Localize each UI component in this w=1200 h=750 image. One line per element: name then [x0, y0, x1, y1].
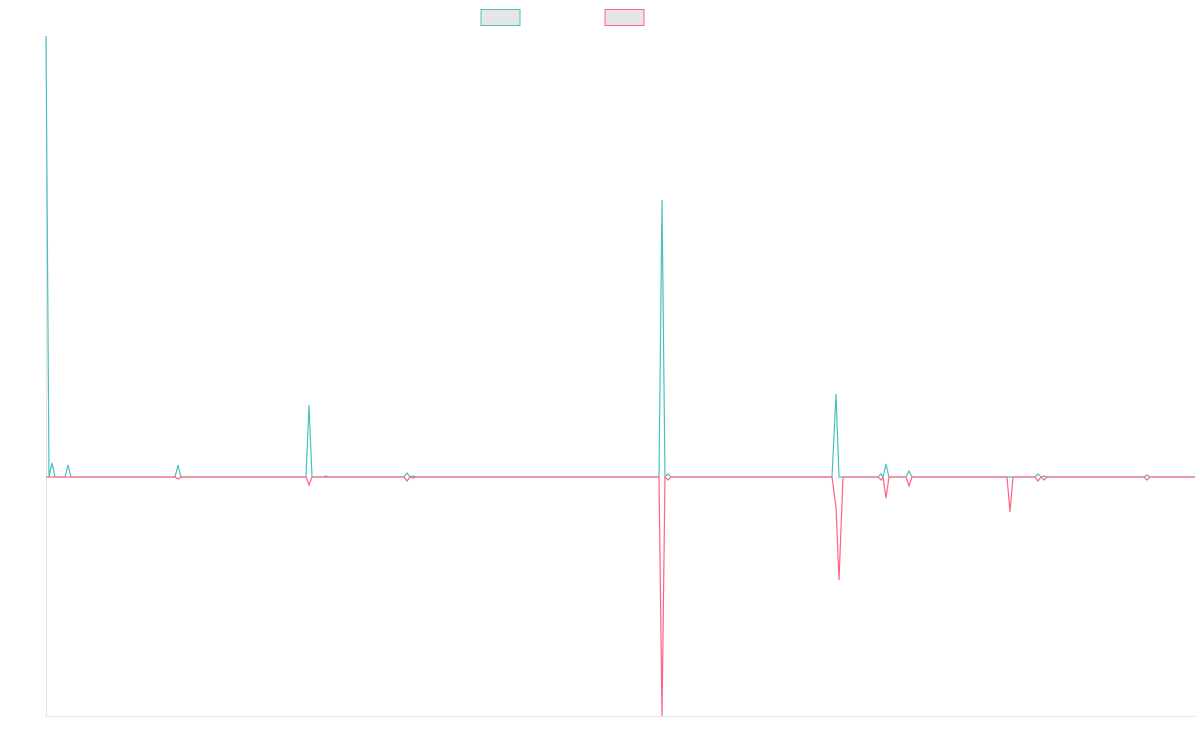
series-line	[45, 35, 1195, 479]
legend-swatch	[480, 9, 521, 26]
legend-swatch	[604, 9, 645, 26]
series-line	[46, 475, 1195, 717]
